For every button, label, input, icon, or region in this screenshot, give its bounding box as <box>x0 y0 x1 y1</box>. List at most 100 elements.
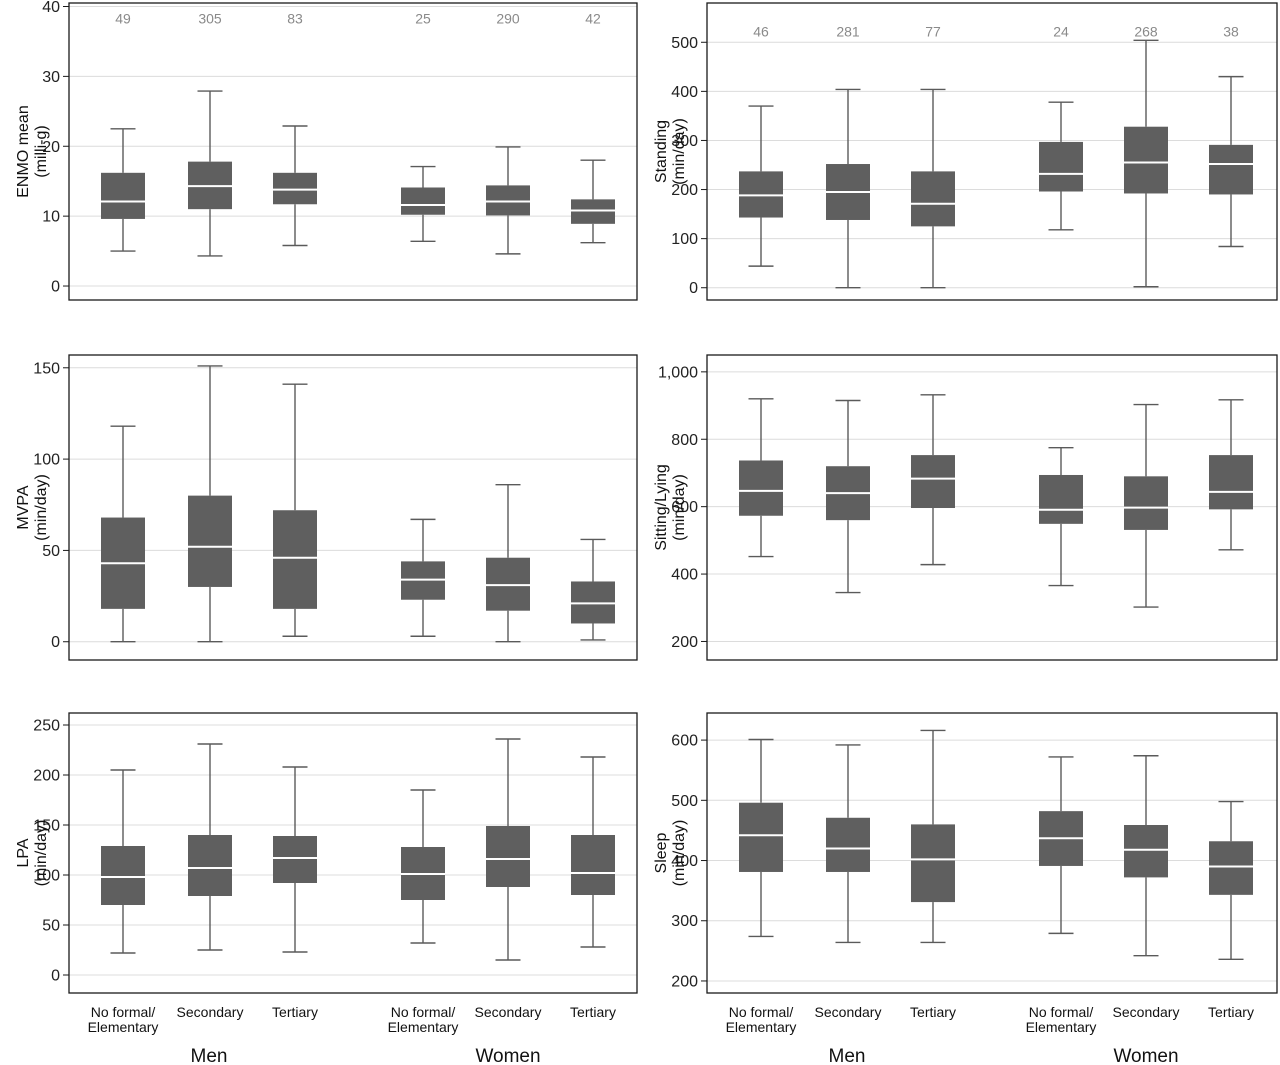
x-category-label: Tertiary <box>910 1004 956 1020</box>
iqr-box <box>1124 126 1168 194</box>
group-label-women: Women <box>1113 1046 1178 1065</box>
y-tick-label: 250 <box>33 718 60 735</box>
y-tick-label: 300 <box>671 913 698 930</box>
y-tick-label: 400 <box>671 84 698 101</box>
y-axis-label: LPA <box>15 838 32 867</box>
x-category-label: Tertiary <box>272 1004 318 1020</box>
x-category-label: No formal/ <box>91 1004 156 1020</box>
iqr-box <box>739 460 783 516</box>
n-label: 305 <box>198 10 222 26</box>
y-tick-label: 20 <box>42 139 60 156</box>
y-tick-label: 400 <box>671 853 698 870</box>
iqr-box <box>1039 474 1083 524</box>
group-label-men: Men <box>191 1046 228 1065</box>
y-tick-label: 200 <box>671 634 698 651</box>
n-label: 49 <box>115 10 131 26</box>
iqr-box <box>571 835 615 895</box>
x-category-label: Elementary <box>726 1019 797 1035</box>
y-tick-label: 800 <box>671 432 698 449</box>
iqr-box <box>486 185 530 216</box>
n-label: 46 <box>753 23 769 39</box>
iqr-box <box>486 826 530 887</box>
y-tick-label: 300 <box>671 133 698 150</box>
group-label-men: Men <box>829 1046 866 1065</box>
y-tick-label: 150 <box>33 360 60 377</box>
y-tick-label: 600 <box>671 499 698 516</box>
iqr-box <box>401 187 445 215</box>
y-axis-label: (min/day) <box>671 474 688 541</box>
x-category-label: Tertiary <box>1208 1004 1254 1020</box>
x-category-label: Tertiary <box>570 1004 616 1020</box>
y-tick-label: 500 <box>671 793 698 810</box>
y-axis-label: Sitting/Lying <box>653 464 670 551</box>
y-tick-label: 200 <box>33 768 60 785</box>
y-tick-label: 40 <box>42 0 60 16</box>
n-label: 281 <box>836 23 860 39</box>
iqr-box <box>1124 825 1168 878</box>
group-label-women: Women <box>475 1046 540 1065</box>
y-tick-label: 100 <box>33 868 60 885</box>
iqr-box <box>101 172 145 219</box>
y-axis-label: (min/day) <box>671 118 688 185</box>
y-tick-label: 500 <box>671 35 698 52</box>
iqr-box <box>1209 144 1253 195</box>
y-axis-label: Standing <box>653 120 670 183</box>
y-tick-label: 0 <box>51 634 60 651</box>
x-category-label: Elementary <box>88 1019 159 1035</box>
iqr-box <box>1124 476 1168 530</box>
x-category-label: Secondary <box>177 1004 244 1020</box>
n-label: 290 <box>496 10 520 26</box>
iqr-box <box>1039 141 1083 192</box>
y-axis-label: (min/day) <box>33 474 50 541</box>
plot-frame <box>706 712 1278 994</box>
y-tick-label: 400 <box>671 567 698 584</box>
y-tick-label: 600 <box>671 733 698 750</box>
x-category-label: Secondary <box>1113 1004 1180 1020</box>
y-tick-label: 150 <box>33 818 60 835</box>
y-tick-label: 50 <box>42 918 60 935</box>
x-category-label: Secondary <box>815 1004 882 1020</box>
n-label: 83 <box>287 10 303 26</box>
y-tick-label: 0 <box>689 280 698 297</box>
n-label: 77 <box>925 23 941 39</box>
plot-frame <box>68 712 638 994</box>
x-category-label: No formal/ <box>1029 1004 1094 1020</box>
iqr-box <box>273 836 317 883</box>
x-category-label: No formal/ <box>391 1004 456 1020</box>
iqr-box <box>1209 841 1253 895</box>
y-axis-label: (min/day) <box>33 820 50 887</box>
x-category-label: Elementary <box>1026 1019 1097 1035</box>
n-label: 24 <box>1053 23 1069 39</box>
n-label: 268 <box>1134 23 1158 39</box>
y-tick-label: 100 <box>33 452 60 469</box>
plot-frame <box>68 354 638 661</box>
y-axis-label: MVPA <box>15 485 32 529</box>
y-tick-label: 200 <box>671 182 698 199</box>
iqr-box <box>273 172 317 205</box>
y-axis-label: Sleep <box>653 832 670 873</box>
y-tick-label: 1,000 <box>658 364 698 381</box>
y-axis-label: (min/day) <box>671 820 688 887</box>
y-tick-label: 10 <box>42 209 60 226</box>
plot-frame <box>706 354 1278 661</box>
iqr-box <box>1209 455 1253 510</box>
x-category-label: Elementary <box>388 1019 459 1035</box>
n-label: 25 <box>415 10 431 26</box>
iqr-box <box>571 199 615 224</box>
iqr-box <box>911 171 955 227</box>
y-tick-label: 200 <box>671 973 698 990</box>
iqr-box <box>739 802 783 872</box>
plot-frame <box>68 2 638 301</box>
y-tick-label: 0 <box>51 968 60 985</box>
plot-frame <box>706 2 1278 301</box>
y-tick-label: 0 <box>51 279 60 296</box>
iqr-box <box>188 835 232 896</box>
n-label: 42 <box>585 10 601 26</box>
x-category-label: No formal/ <box>729 1004 794 1020</box>
y-axis-label: (milli-g) <box>33 125 50 177</box>
n-label: 38 <box>1223 23 1239 39</box>
y-tick-label: 100 <box>671 231 698 248</box>
iqr-box <box>826 817 870 872</box>
